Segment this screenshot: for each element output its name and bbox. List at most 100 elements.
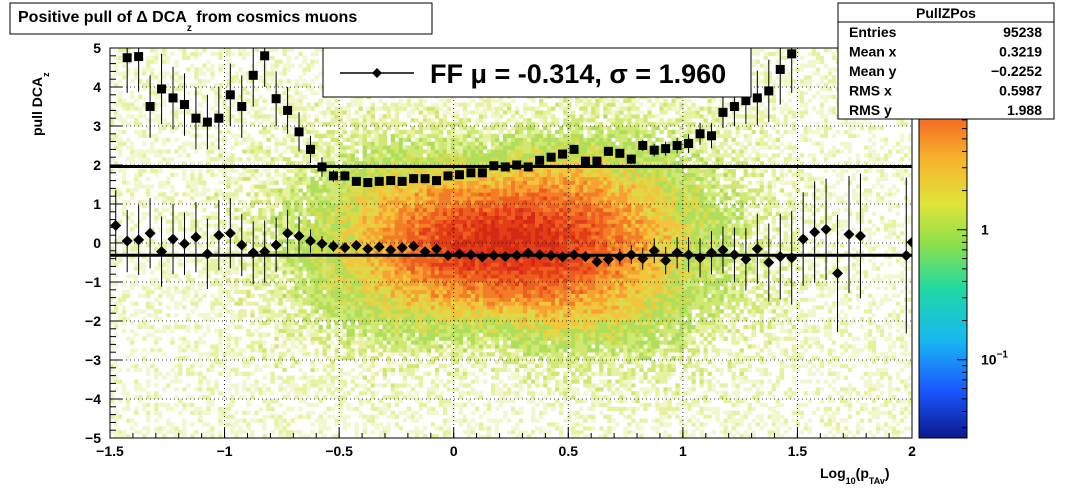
sigma-point <box>707 131 716 140</box>
y-tick-label: −5 <box>85 430 101 446</box>
sigma-point <box>352 177 361 186</box>
x-axis-label-sub1: 10 <box>846 476 856 486</box>
sigma-point <box>730 102 739 111</box>
sigma-point <box>489 161 498 170</box>
sigma-point <box>169 93 178 102</box>
y-tick-label: −2 <box>85 313 101 329</box>
y-tick-label: −3 <box>85 352 101 368</box>
sigma-point <box>146 102 155 111</box>
sigma-point <box>638 141 647 150</box>
sigma-point <box>604 147 613 156</box>
sigma-point <box>340 171 349 180</box>
sigma-point <box>650 146 659 155</box>
sigma-point <box>432 176 441 185</box>
stats-title: PullZPos <box>916 5 976 21</box>
x-tick-label: −1 <box>217 443 233 459</box>
sigma-point <box>363 178 372 187</box>
stats-value: 1.988 <box>1007 102 1042 118</box>
sigma-point <box>535 156 544 165</box>
x-tick-label: 0 <box>450 443 458 459</box>
sigma-point <box>375 177 384 186</box>
x-tick-label: −0.5 <box>325 443 353 459</box>
x-tick-label: 1.5 <box>788 443 808 459</box>
sigma-point <box>512 161 521 170</box>
sigma-point <box>455 170 464 179</box>
sigma-point <box>214 114 223 123</box>
sigma-point <box>306 145 315 154</box>
sigma-point <box>249 71 258 80</box>
sigma-point <box>696 129 705 138</box>
sigma-point <box>123 53 132 62</box>
sigma-point <box>776 65 785 74</box>
stats-label: Mean y <box>849 63 897 79</box>
x-axis-label-paren: (p <box>856 465 869 481</box>
stats-box: PullZPos Entries 95238 Mean x 0.3219 Mean y −… <box>838 3 1054 119</box>
sigma-point <box>581 157 590 166</box>
sigma-point <box>191 114 200 123</box>
sigma-point <box>260 51 269 60</box>
stats-value: 95238 <box>1003 24 1042 40</box>
sigma-point <box>237 102 246 111</box>
sigma-point <box>570 145 579 154</box>
x-axis-label-close: ) <box>885 465 890 481</box>
sigma-point <box>673 141 682 150</box>
y-tick-label: 3 <box>93 118 101 134</box>
sigma-point <box>661 144 670 153</box>
sigma-point <box>787 49 796 58</box>
sigma-point <box>203 118 212 127</box>
sigma-point <box>134 52 143 61</box>
stats-value: 0.3219 <box>999 44 1042 60</box>
sigma-point <box>317 162 326 171</box>
y-tick-label: 0 <box>93 235 101 251</box>
y-axis-label-sub: z <box>41 72 51 77</box>
sigma-point <box>226 90 235 99</box>
stats-label: Mean x <box>849 44 897 60</box>
sigma-point <box>524 162 533 171</box>
stats-label: RMS x <box>849 83 892 99</box>
x-tick-label: 0.5 <box>559 443 579 459</box>
stats-label: RMS y <box>849 102 892 118</box>
sigma-point <box>398 177 407 186</box>
chart-title-suffix: from cosmics muons <box>192 9 357 26</box>
sigma-point <box>386 176 395 185</box>
x-axis-label-sub2: TAv <box>869 476 885 486</box>
stats-value: 0.5987 <box>999 83 1042 99</box>
stats-label: Entries <box>849 24 897 40</box>
sigma-point <box>478 168 487 177</box>
x-tick-label: 2 <box>908 443 916 459</box>
sigma-point <box>547 153 556 162</box>
sigma-point <box>283 106 292 115</box>
y-tick-label: 4 <box>93 79 101 95</box>
sigma-point <box>615 149 624 158</box>
sigma-point <box>592 157 601 166</box>
legend-text: FF μ = -0.314, σ = 1.960 <box>430 59 726 89</box>
sigma-point <box>627 155 636 164</box>
sigma-point <box>443 171 452 180</box>
x-tick-label: 1 <box>679 443 687 459</box>
sigma-point <box>180 100 189 109</box>
sigma-point <box>409 174 418 183</box>
sigma-point <box>466 168 475 177</box>
sigma-point <box>295 127 304 136</box>
y-tick-label: 5 <box>93 40 101 56</box>
sigma-point <box>558 150 567 159</box>
colorbar-tick-label: 10−1 <box>981 350 1008 368</box>
y-tick-label: 1 <box>93 196 101 212</box>
stats-value: −0.2252 <box>991 63 1042 79</box>
sigma-point <box>272 94 281 103</box>
y-tick-label: −4 <box>85 391 101 407</box>
sigma-point <box>753 93 762 102</box>
x-axis-label: Log10(pTAv) <box>820 465 890 486</box>
sigma-point <box>718 108 727 117</box>
sigma-point <box>764 86 773 95</box>
y-tick-label: −1 <box>85 274 101 290</box>
y-tick-label: 2 <box>93 157 101 173</box>
sigma-point <box>501 162 510 171</box>
sigma-point <box>421 174 430 183</box>
sigma-point <box>329 171 338 180</box>
sigma-point <box>684 139 693 148</box>
sigma-point <box>157 84 166 93</box>
colorbar-tick-label: 1 <box>981 222 989 238</box>
